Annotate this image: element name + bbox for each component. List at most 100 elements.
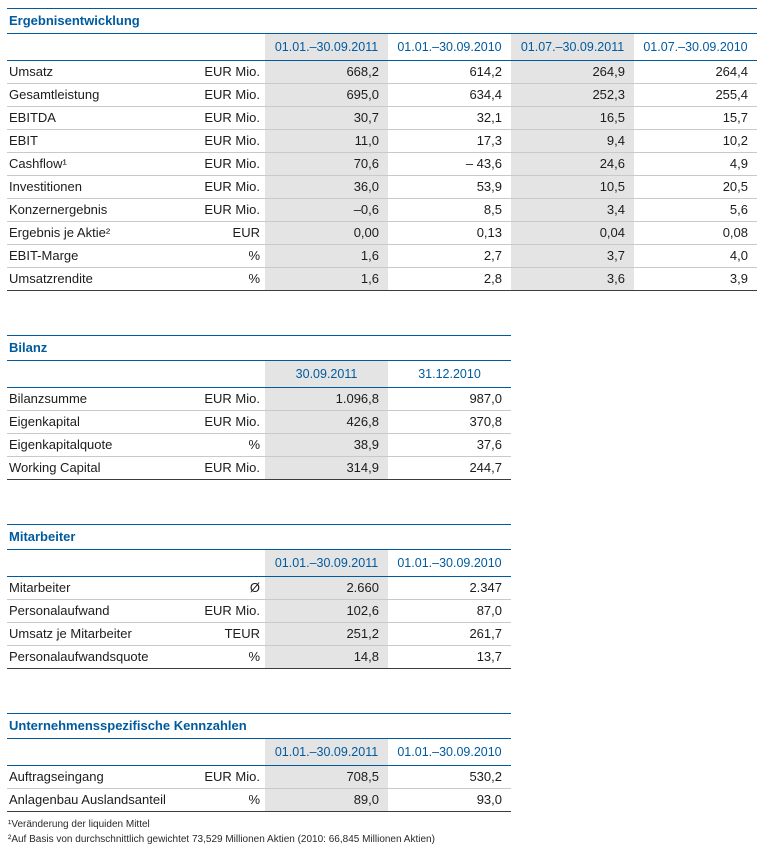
row-label: Personalaufwand	[7, 600, 192, 623]
column-header: 01.07.–30.09.2011	[511, 34, 634, 61]
cell-value: 0,08	[634, 222, 757, 245]
row-label: Umsatz	[7, 61, 192, 84]
row-unit: EUR Mio.	[192, 61, 265, 84]
row-unit: EUR Mio.	[192, 411, 265, 434]
row-unit: %	[192, 268, 265, 291]
cell-value: 24,6	[511, 153, 634, 176]
cell-value: 13,7	[388, 646, 511, 669]
cell-value: 1,6	[265, 268, 388, 291]
row-unit: EUR Mio.	[192, 107, 265, 130]
table-title-ergebnisentwicklung: Ergebnisentwicklung	[7, 8, 757, 34]
header-spacer-unit	[192, 550, 265, 577]
column-header: 01.01.–30.09.2011	[265, 34, 388, 61]
cell-value: 530,2	[388, 766, 511, 789]
row-unit: EUR Mio.	[192, 457, 265, 480]
header-spacer-label	[7, 361, 192, 388]
table-title-bilanz: Bilanz	[7, 335, 511, 361]
cell-value: 3,9	[634, 268, 757, 291]
row-unit: EUR Mio.	[192, 766, 265, 789]
cell-value: 20,5	[634, 176, 757, 199]
column-header: 31.12.2010	[388, 361, 511, 388]
row-unit: TEUR	[192, 623, 265, 646]
row-unit: EUR Mio.	[192, 176, 265, 199]
cell-value: 30,7	[265, 107, 388, 130]
cell-value: 4,0	[634, 245, 757, 268]
cell-value: 634,4	[388, 84, 511, 107]
cell-value: 53,9	[388, 176, 511, 199]
column-header: 01.07.–30.09.2010	[634, 34, 757, 61]
row-unit: EUR Mio.	[192, 199, 265, 222]
cell-value: 11,0	[265, 130, 388, 153]
cell-value: 10,2	[634, 130, 757, 153]
row-unit: %	[192, 434, 265, 457]
cell-value: 2,8	[388, 268, 511, 291]
cell-value: 5,6	[634, 199, 757, 222]
row-label: Gesamtleistung	[7, 84, 192, 107]
row-label: Cashflow¹	[7, 153, 192, 176]
table-kennzahlen: Unternehmensspezifische Kennzahlen 01.01…	[7, 713, 511, 812]
row-label: EBITDA	[7, 107, 192, 130]
footnote-2: ²Auf Basis von durchschnittlich gewichte…	[8, 833, 760, 847]
cell-value: 93,0	[388, 789, 511, 812]
cell-value: 370,8	[388, 411, 511, 434]
header-spacer-unit	[192, 361, 265, 388]
row-label: Mitarbeiter	[7, 577, 192, 600]
table-title-kennzahlen: Unternehmensspezifische Kennzahlen	[7, 713, 511, 739]
cell-value: 4,9	[634, 153, 757, 176]
cell-value: –0,6	[265, 199, 388, 222]
column-header: 01.01.–30.09.2010	[388, 34, 511, 61]
cell-value: 9,4	[511, 130, 634, 153]
cell-value: 2.347	[388, 577, 511, 600]
column-header: 01.01.–30.09.2011	[265, 739, 388, 766]
cell-value: 3,6	[511, 268, 634, 291]
row-label: Bilanzsumme	[7, 388, 192, 411]
row-unit: EUR Mio.	[192, 388, 265, 411]
cell-value: 15,7	[634, 107, 757, 130]
row-label: Auftragseingang	[7, 766, 192, 789]
cell-value: 987,0	[388, 388, 511, 411]
header-spacer-label	[7, 34, 192, 61]
row-unit: EUR Mio.	[192, 130, 265, 153]
row-unit: Ø	[192, 577, 265, 600]
cell-value: 2.660	[265, 577, 388, 600]
cell-value: 3,7	[511, 245, 634, 268]
column-header: 30.09.2011	[265, 361, 388, 388]
cell-value: 251,2	[265, 623, 388, 646]
header-spacer-unit	[192, 34, 265, 61]
cell-value: 10,5	[511, 176, 634, 199]
cell-value: 102,6	[265, 600, 388, 623]
cell-value: 17,3	[388, 130, 511, 153]
row-unit: EUR	[192, 222, 265, 245]
header-spacer-unit	[192, 739, 265, 766]
cell-value: 89,0	[265, 789, 388, 812]
cell-value: 36,0	[265, 176, 388, 199]
cell-value: 0,13	[388, 222, 511, 245]
column-header: 01.01.–30.09.2010	[388, 739, 511, 766]
row-label: Eigenkapital	[7, 411, 192, 434]
cell-value: 87,0	[388, 600, 511, 623]
cell-value: 426,8	[265, 411, 388, 434]
cell-value: 695,0	[265, 84, 388, 107]
cell-value: 0,00	[265, 222, 388, 245]
footnotes: ¹Veränderung der liquiden Mittel ²Auf Ba…	[7, 818, 760, 847]
